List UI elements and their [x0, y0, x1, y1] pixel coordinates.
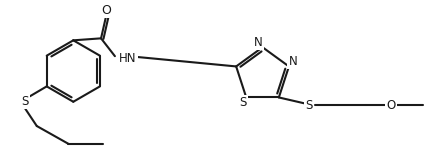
Text: S: S [21, 95, 29, 108]
Text: HN: HN [118, 52, 136, 65]
Text: N: N [253, 36, 262, 49]
Text: O: O [385, 99, 394, 112]
Text: O: O [101, 4, 111, 17]
Text: S: S [239, 96, 246, 109]
Text: S: S [304, 99, 311, 112]
Text: N: N [288, 55, 296, 68]
